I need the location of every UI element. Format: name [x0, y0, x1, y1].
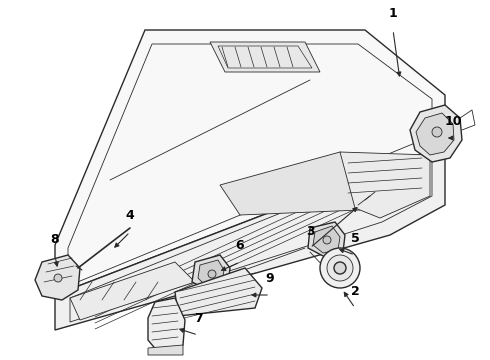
- Text: 1: 1: [389, 7, 397, 20]
- Polygon shape: [220, 152, 375, 215]
- Circle shape: [54, 274, 62, 282]
- Text: 10: 10: [444, 115, 462, 128]
- Polygon shape: [55, 30, 445, 295]
- Polygon shape: [416, 113, 454, 155]
- Circle shape: [334, 262, 346, 274]
- Polygon shape: [148, 298, 185, 352]
- Polygon shape: [35, 255, 80, 300]
- Text: 8: 8: [50, 233, 59, 246]
- Text: 6: 6: [236, 239, 245, 252]
- Text: 2: 2: [351, 285, 359, 298]
- Text: 4: 4: [125, 209, 134, 222]
- Polygon shape: [210, 42, 320, 72]
- Polygon shape: [192, 255, 230, 290]
- Circle shape: [320, 248, 360, 288]
- Polygon shape: [198, 260, 224, 286]
- Polygon shape: [70, 262, 195, 320]
- Text: 7: 7: [194, 312, 202, 325]
- Polygon shape: [410, 105, 462, 162]
- Text: 3: 3: [306, 225, 314, 238]
- Circle shape: [208, 270, 216, 278]
- Polygon shape: [313, 226, 340, 253]
- Polygon shape: [308, 222, 345, 257]
- Circle shape: [432, 127, 442, 137]
- Text: 9: 9: [266, 272, 274, 285]
- Polygon shape: [175, 268, 262, 316]
- Polygon shape: [148, 345, 183, 355]
- Circle shape: [327, 255, 353, 281]
- Text: 5: 5: [351, 232, 359, 245]
- Polygon shape: [340, 152, 430, 218]
- Circle shape: [323, 236, 331, 244]
- Polygon shape: [55, 145, 445, 330]
